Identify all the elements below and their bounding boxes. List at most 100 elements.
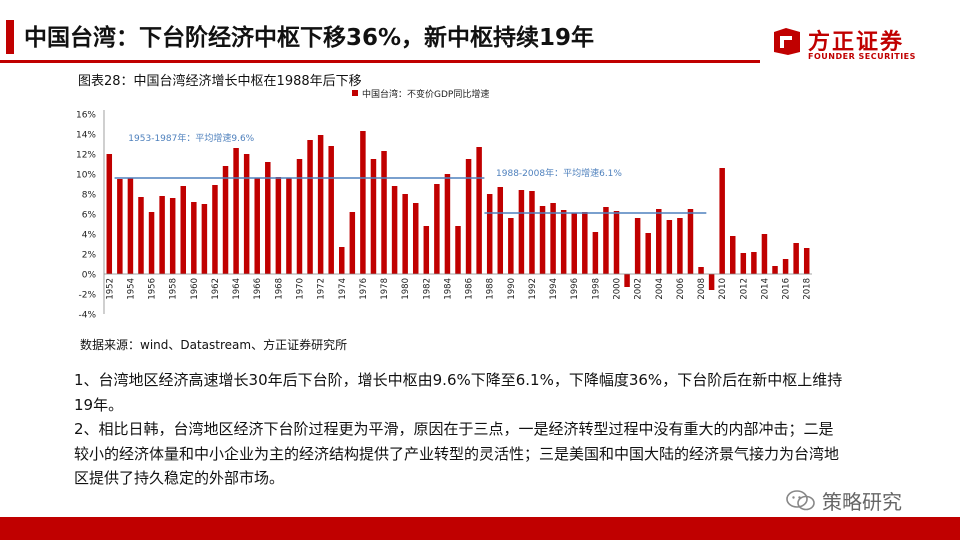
bar: [318, 135, 323, 274]
title-accent: [6, 20, 14, 54]
watermark-text: 策略研究: [822, 486, 902, 515]
bar: [181, 186, 186, 274]
bar: [603, 207, 608, 274]
x-tick-label: 1998: [591, 278, 601, 300]
bar: [350, 212, 355, 274]
x-tick-label: 2016: [782, 278, 792, 300]
x-tick-label: 1956: [148, 278, 158, 300]
title-rule: [0, 60, 760, 63]
bar: [424, 226, 429, 274]
y-tick-label: -4%: [78, 311, 96, 321]
x-tick-label: 2012: [739, 278, 749, 300]
bar: [645, 233, 650, 274]
bar: [582, 212, 587, 274]
bar: [434, 184, 439, 274]
y-tick-label: 2%: [82, 251, 97, 261]
body-text: 1、台湾地区经济高速增长30年后下台阶，增长中枢由9.6%下降至6.1%，下降幅…: [74, 368, 844, 491]
bar: [730, 236, 735, 274]
bar: [741, 253, 746, 274]
bar: [593, 232, 598, 274]
reference-line-label: 1988-2008年：平均增速6.1%: [496, 167, 622, 179]
x-tick-label: 1988: [486, 278, 496, 300]
y-tick-label: 0%: [82, 271, 97, 281]
data-source: 数据来源：wind、Datastream、方正证券研究所: [80, 336, 347, 353]
bar: [762, 234, 767, 274]
x-tick-label: 1990: [507, 278, 517, 300]
page-title: 中国台湾：下台阶经济中枢下移36%，新中枢持续19年: [24, 18, 594, 52]
bar: [709, 274, 714, 290]
reference-line-label: 1953-1987年：平均增速9.6%: [128, 132, 254, 144]
bar: [751, 252, 756, 274]
bar: [413, 203, 418, 274]
y-tick-label: -2%: [78, 291, 96, 301]
x-tick-label: 2008: [697, 278, 707, 300]
y-tick-label: 4%: [82, 231, 97, 241]
x-tick-label: 1976: [359, 278, 369, 300]
bar: [793, 243, 798, 274]
bar: [508, 218, 513, 274]
bar: [614, 211, 619, 274]
x-tick-label: 2004: [655, 278, 665, 300]
bar: [688, 209, 693, 274]
wechat-watermark: 策略研究: [786, 486, 946, 514]
bar: [138, 197, 143, 274]
bar: [540, 206, 545, 274]
x-tick-label: 1962: [211, 278, 221, 300]
reference-lines: 1953-1987年：平均增速9.6% 1988-2008年：平均增速6.1%: [115, 132, 707, 213]
bar: [128, 178, 133, 274]
legend-label: 中国台湾：不变价GDP同比增速: [362, 88, 489, 100]
bar: [677, 218, 682, 274]
bar: [667, 220, 672, 274]
x-tick-label: 1978: [380, 278, 390, 300]
bar: [402, 194, 407, 274]
bar: [244, 154, 249, 274]
bar: [783, 259, 788, 274]
bar: [455, 226, 460, 274]
y-tick-label: 6%: [82, 211, 97, 221]
x-tick-label: 2002: [634, 278, 644, 300]
x-tick-label: 1996: [570, 278, 580, 300]
x-tick-label: 1960: [190, 278, 200, 300]
bar: [561, 210, 566, 274]
x-tick-label: 1966: [253, 278, 263, 300]
paragraph-1: 1、台湾地区经济高速增长30年后下台阶，增长中枢由9.6%下降至6.1%，下降幅…: [74, 368, 844, 417]
x-tick-label: 1972: [317, 278, 327, 300]
bar: [307, 140, 312, 274]
x-axis: 1952 1954 1956 1958 1960 1962 1964 1966 1968 1970…: [104, 274, 813, 300]
y-axis: -4%-2%0%2%4%6%8%10%12%14%16%: [76, 110, 104, 321]
bar: [360, 131, 365, 274]
bar: [571, 213, 576, 274]
bar: [445, 174, 450, 274]
bar: [254, 178, 259, 274]
footer-bar: [0, 517, 960, 540]
x-tick-label: 2006: [676, 278, 686, 300]
x-tick-label: 1952: [105, 278, 115, 300]
y-tick-label: 12%: [76, 151, 96, 161]
chart-svg: -4%-2%0%2%4%6%8%10%12%14%16% 1952 1954 195…: [60, 86, 830, 331]
x-tick-label: 1980: [401, 278, 411, 300]
bar: [297, 159, 302, 274]
bar: [487, 194, 492, 274]
y-tick-label: 16%: [76, 111, 96, 121]
x-tick-label: 1964: [232, 278, 242, 300]
bar: [328, 146, 333, 274]
bar-series: [107, 131, 810, 290]
x-tick-label: 1994: [549, 278, 559, 300]
bar: [466, 159, 471, 274]
bar: [339, 247, 344, 274]
y-tick-label: 10%: [76, 171, 96, 181]
x-tick-label: 2018: [803, 278, 813, 300]
bar: [624, 274, 629, 287]
x-tick-label: 1982: [422, 278, 432, 300]
wechat-icon: [786, 490, 816, 512]
paragraph-2: 2、相比日韩，台湾地区经济下台阶过程更为平滑，原因在于三点，一是经济转型过程中没…: [74, 417, 844, 491]
bar: [656, 209, 661, 274]
bar: [529, 191, 534, 274]
bar: [381, 151, 386, 274]
x-tick-label: 2010: [718, 278, 728, 300]
x-tick-label: 2000: [613, 278, 623, 300]
x-tick-label: 2014: [760, 278, 770, 300]
bar: [265, 162, 270, 274]
bar: [223, 166, 228, 274]
bar: [719, 168, 724, 274]
